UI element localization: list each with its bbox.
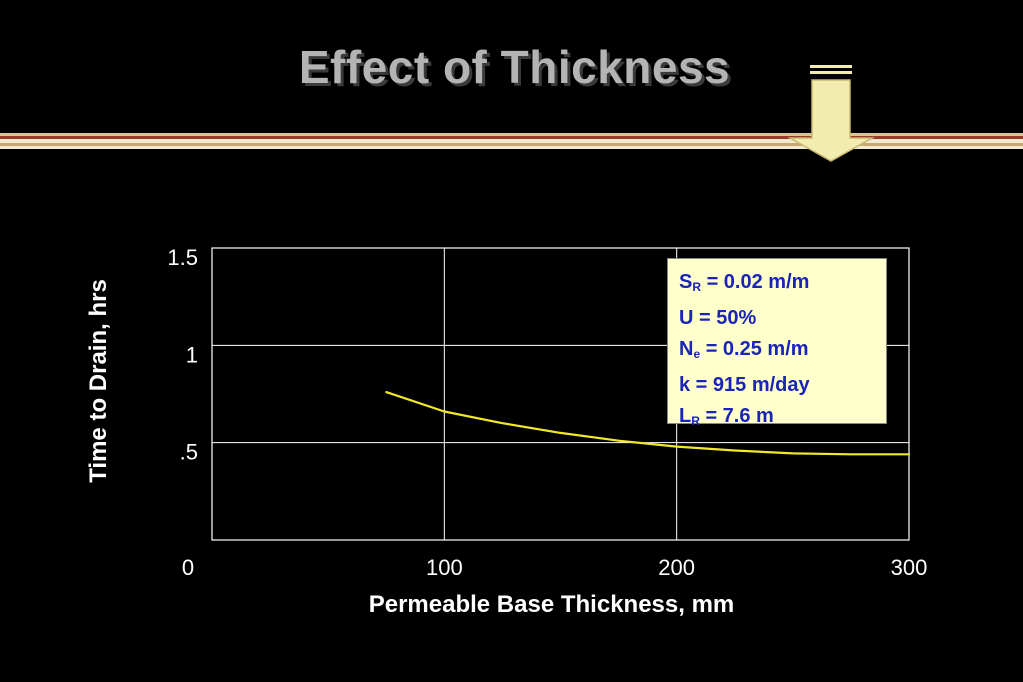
param-k: k = 915 m/day bbox=[679, 374, 810, 396]
series-line-0 bbox=[385, 391, 911, 456]
y-tick-label-3: 1.5 bbox=[167, 245, 198, 270]
header-divider-bands bbox=[0, 133, 1023, 149]
x-tick-label-2: 200 bbox=[658, 555, 695, 580]
param-ne: Ne = 0.25 m/m bbox=[679, 338, 809, 361]
x-tick-label-0: 0 bbox=[182, 555, 194, 580]
x-tick-label-1: 100 bbox=[426, 555, 463, 580]
y-tick-label-2: 1 bbox=[186, 342, 198, 367]
param-sr: SR = 0.02 m/m bbox=[679, 271, 810, 294]
param-u: U = 50% bbox=[679, 307, 757, 329]
parameters-box: SR = 0.02 m/m U = 50% Ne = 0.25 m/m k = … bbox=[667, 258, 887, 428]
slide-title: Effect of Thickness bbox=[298, 41, 731, 93]
y-axis-label: Time to Drain, hrs bbox=[85, 279, 112, 483]
plot-frame bbox=[211, 247, 910, 541]
y-tick-label-1: .5 bbox=[180, 440, 198, 465]
param-lr: LR = 7.6 m bbox=[679, 405, 774, 428]
x-tick-label-3: 300 bbox=[891, 555, 928, 580]
x-axis-label: Permeable Base Thickness, mm bbox=[369, 591, 735, 618]
down-arrow-icon bbox=[788, 65, 875, 162]
